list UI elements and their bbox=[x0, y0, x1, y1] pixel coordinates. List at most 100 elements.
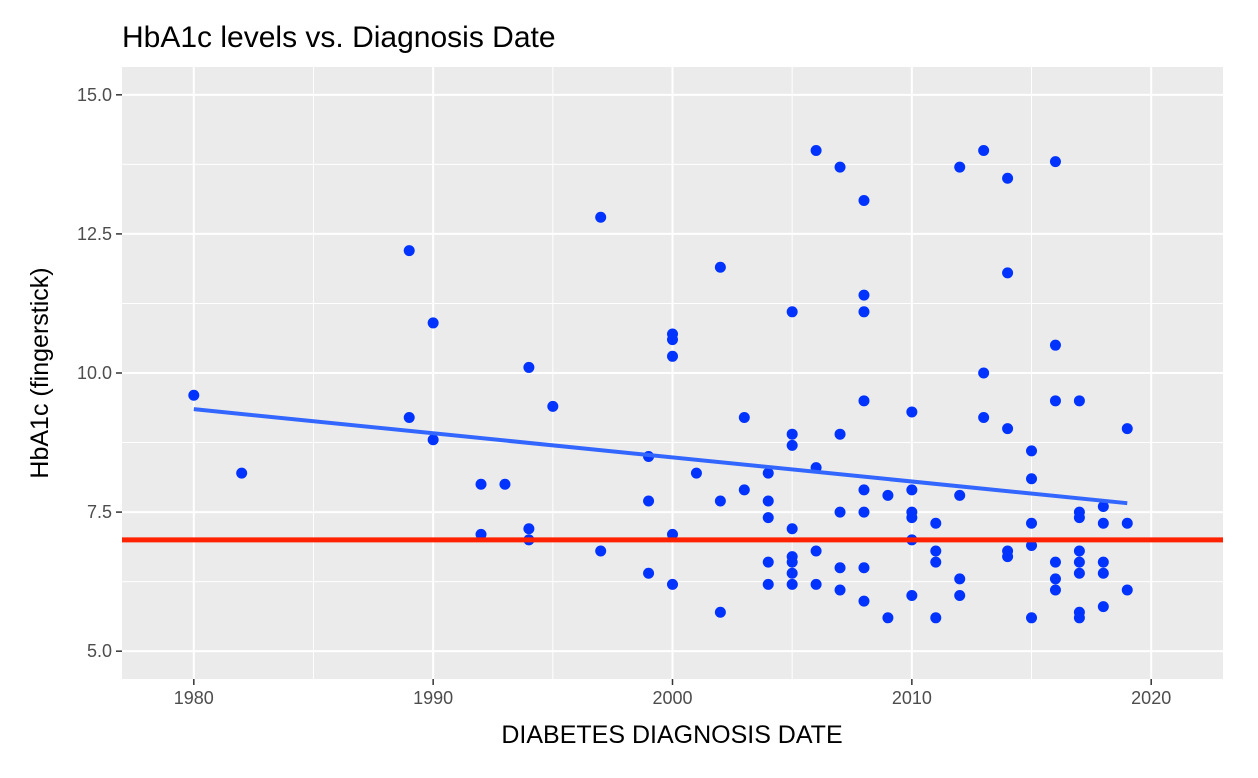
data-point bbox=[954, 489, 966, 501]
data-point bbox=[403, 412, 415, 424]
x-tick-label: 2010 bbox=[892, 688, 932, 708]
data-point bbox=[810, 545, 822, 557]
data-point bbox=[858, 506, 870, 518]
y-tick-label: 5.0 bbox=[87, 641, 112, 661]
data-point bbox=[1073, 612, 1085, 624]
data-point bbox=[738, 484, 750, 496]
y-tick-label: 12.5 bbox=[77, 224, 112, 244]
data-point bbox=[906, 406, 918, 418]
data-point bbox=[643, 495, 655, 507]
data-point bbox=[858, 289, 870, 301]
data-point bbox=[1073, 545, 1085, 557]
data-point bbox=[882, 612, 894, 624]
data-point bbox=[978, 367, 990, 379]
data-point bbox=[523, 361, 535, 373]
data-point bbox=[954, 161, 966, 173]
data-point bbox=[1097, 556, 1109, 568]
data-point bbox=[858, 395, 870, 407]
data-point bbox=[762, 578, 774, 590]
data-point bbox=[810, 144, 822, 156]
data-point bbox=[643, 567, 655, 579]
data-point bbox=[523, 523, 535, 535]
data-point bbox=[236, 467, 248, 479]
data-point bbox=[786, 578, 798, 590]
data-point bbox=[1026, 612, 1038, 624]
major-grid bbox=[122, 67, 1223, 679]
data-point bbox=[1097, 601, 1109, 613]
data-point bbox=[786, 439, 798, 451]
data-point bbox=[858, 306, 870, 318]
data-point bbox=[930, 545, 942, 557]
data-point bbox=[1026, 445, 1038, 457]
data-point bbox=[954, 590, 966, 602]
fit-lines bbox=[122, 407, 1223, 543]
x-tick-label: 1980 bbox=[174, 688, 214, 708]
data-point bbox=[1097, 517, 1109, 529]
data-point bbox=[762, 467, 774, 479]
data-point bbox=[930, 612, 942, 624]
y-axis-title: HbA1c (fingerstick) bbox=[26, 267, 54, 478]
data-point bbox=[1097, 501, 1109, 513]
data-point bbox=[1026, 539, 1038, 551]
data-point bbox=[1026, 473, 1038, 485]
data-point bbox=[834, 161, 846, 173]
data-point bbox=[188, 389, 200, 401]
data-point bbox=[1049, 339, 1061, 351]
data-point bbox=[1097, 567, 1109, 579]
data-point bbox=[786, 556, 798, 568]
data-point bbox=[667, 334, 678, 346]
y-tick-label: 10.0 bbox=[77, 363, 112, 383]
data-point bbox=[667, 350, 678, 362]
data-point bbox=[1121, 423, 1133, 435]
data-point bbox=[667, 528, 678, 540]
data-point bbox=[858, 562, 870, 574]
data-point bbox=[786, 567, 798, 579]
data-point bbox=[475, 528, 487, 540]
data-point bbox=[1049, 584, 1061, 596]
data-point bbox=[1049, 156, 1061, 168]
x-axis-title: DIABETES DIAGNOSIS DATE bbox=[501, 721, 842, 749]
data-point bbox=[834, 428, 846, 440]
data-point bbox=[403, 245, 415, 257]
data-point bbox=[1073, 395, 1085, 407]
data-point bbox=[762, 512, 774, 524]
data-point bbox=[834, 584, 846, 596]
y-tick-label: 15.0 bbox=[77, 85, 112, 105]
data-point bbox=[690, 467, 702, 479]
data-point bbox=[858, 595, 870, 607]
data-point bbox=[738, 412, 750, 424]
data-point bbox=[834, 562, 846, 574]
x-tick-label: 2000 bbox=[652, 688, 692, 708]
data-point bbox=[1049, 573, 1061, 585]
data-point bbox=[595, 545, 607, 557]
data-point bbox=[1121, 517, 1133, 529]
data-point bbox=[1002, 267, 1014, 279]
data-points bbox=[188, 144, 1133, 624]
data-point bbox=[906, 512, 918, 524]
data-point bbox=[1073, 512, 1085, 524]
data-point bbox=[762, 495, 774, 507]
data-point bbox=[786, 428, 798, 440]
data-point bbox=[499, 478, 511, 490]
data-point bbox=[906, 590, 918, 602]
x-axis: 1980 1990 2000 2010 2020 bbox=[174, 679, 1171, 708]
data-point bbox=[714, 261, 726, 273]
data-point bbox=[810, 578, 822, 590]
data-point bbox=[930, 517, 942, 529]
data-point bbox=[906, 484, 918, 496]
data-point bbox=[1026, 517, 1038, 529]
data-point bbox=[427, 317, 439, 329]
data-point bbox=[1002, 172, 1014, 184]
data-point bbox=[1049, 395, 1061, 407]
data-point bbox=[1121, 584, 1133, 596]
y-tick-label: 7.5 bbox=[87, 502, 112, 522]
data-point bbox=[882, 489, 894, 501]
chart-title: HbA1c levels vs. Diagnosis Date bbox=[122, 21, 556, 54]
data-point bbox=[786, 523, 798, 535]
data-point bbox=[714, 495, 726, 507]
trend-line bbox=[193, 407, 1128, 506]
data-point bbox=[978, 412, 990, 424]
data-point bbox=[858, 195, 870, 207]
data-point bbox=[1073, 556, 1085, 568]
